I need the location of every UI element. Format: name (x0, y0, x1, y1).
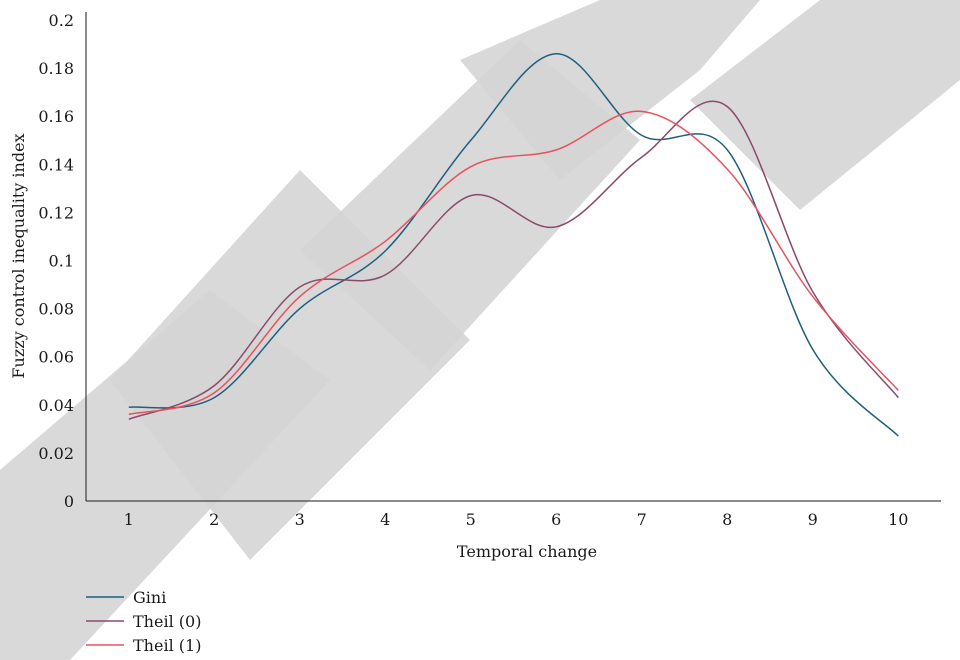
x-tick-label: 5 (466, 510, 476, 529)
x-tick-label: 9 (808, 510, 818, 529)
y-tick-label: 0.08 (38, 300, 74, 319)
y-tick-label: 0.04 (38, 396, 74, 415)
x-tick-label: 10 (888, 510, 908, 529)
y-tick-label: 0.2 (49, 11, 74, 30)
y-tick-label: 0.12 (38, 203, 74, 222)
y-tick-label: 0.16 (38, 107, 74, 126)
x-axis-title: Temporal change (457, 542, 597, 561)
x-tick-label: 7 (637, 510, 647, 529)
y-tick-label: 0 (64, 492, 74, 511)
x-tick-label: 2 (209, 510, 219, 529)
x-tick-label: 8 (722, 510, 732, 529)
y-tick-label: 0.18 (38, 59, 74, 78)
legend: Gini Theil (0) Theil (1) (86, 588, 201, 655)
legend-label: Theil (1) (133, 636, 201, 655)
legend-label: Theil (0) (133, 612, 201, 631)
x-tick-label: 6 (551, 510, 561, 529)
y-axis-title: Fuzzy control inequality index (9, 133, 28, 378)
series-line-gini (128, 52, 899, 437)
y-tick-label: 0.1 (49, 252, 74, 271)
legend-label: Gini (133, 588, 166, 607)
x-tick-label: 3 (295, 510, 305, 529)
y-tick-label: 0.02 (38, 444, 74, 463)
series-line-theil-0 (128, 100, 899, 420)
x-tick-label: 1 (124, 510, 134, 529)
series-line-theil-1 (128, 110, 899, 416)
y-tick-label: 0.06 (38, 348, 74, 367)
y-tick-label: 0.14 (38, 155, 74, 174)
x-tick-label: 4 (380, 510, 390, 529)
